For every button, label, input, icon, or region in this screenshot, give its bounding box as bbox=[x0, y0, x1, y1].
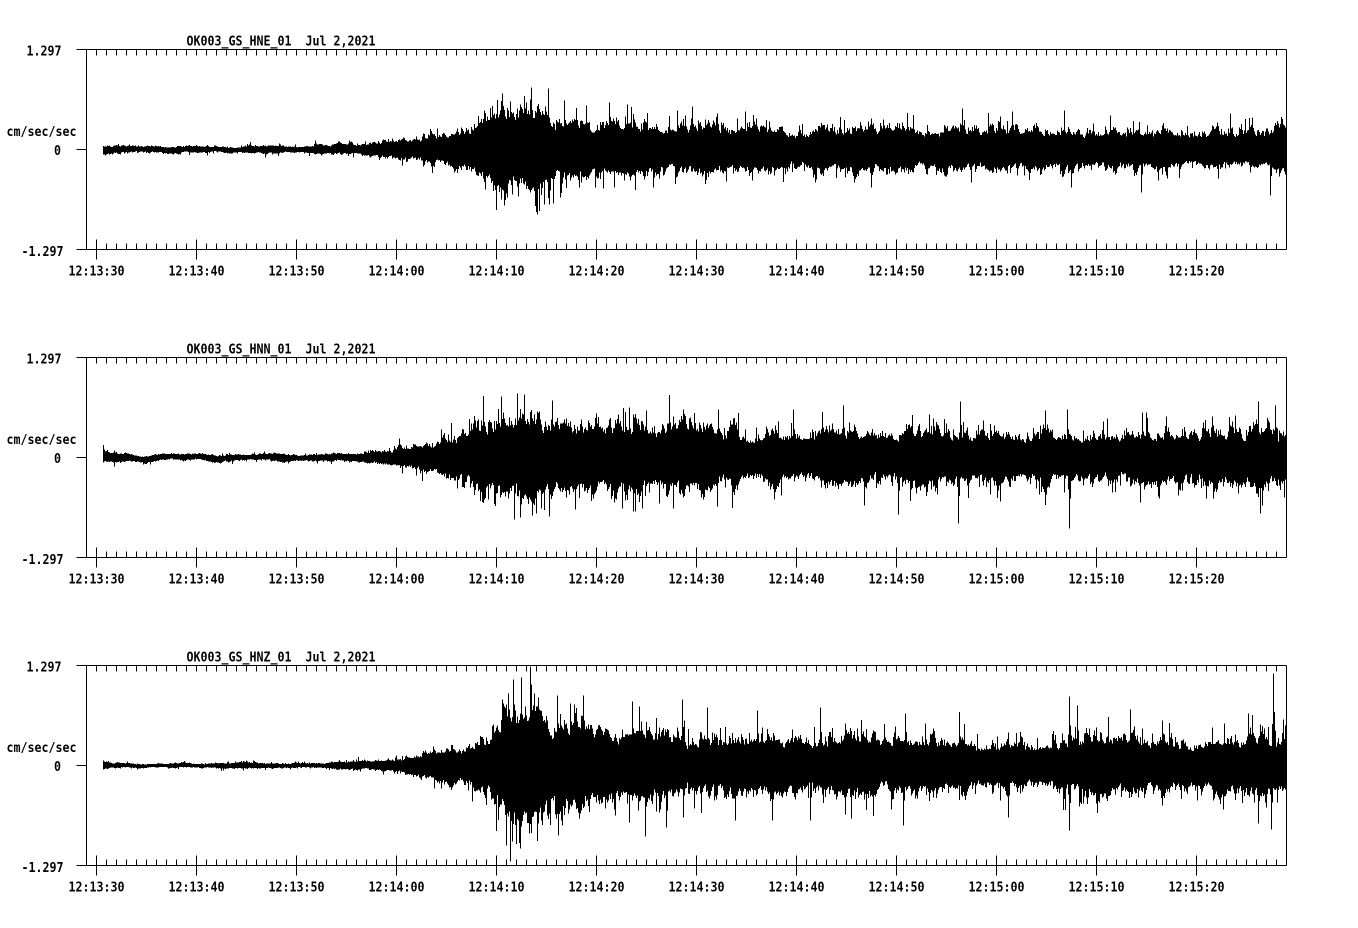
x-tick-label: 12:14:00 bbox=[369, 265, 425, 280]
x-tick-label: 12:14:10 bbox=[469, 573, 525, 588]
y-axis-units-label: cm/sec/sec bbox=[7, 125, 77, 140]
x-tick-label: 12:15:20 bbox=[1169, 573, 1225, 588]
x-tick-label: 12:15:10 bbox=[1069, 265, 1125, 280]
x-tick-label: 12:13:50 bbox=[269, 573, 325, 588]
x-tick-label: 12:14:50 bbox=[869, 573, 925, 588]
x-tick-label: 12:14:10 bbox=[469, 265, 525, 280]
x-tick-label: 12:13:30 bbox=[69, 881, 125, 896]
x-tick-label: 12:14:50 bbox=[869, 881, 925, 896]
panel-hnz: OK003_GS_HNZ_01 Jul 2,2021 1.297 cm/sec/se… bbox=[7, 651, 1287, 896]
y-tick-label-min: -1.297 bbox=[22, 245, 64, 260]
x-tick-label: 12:15:10 bbox=[1069, 881, 1125, 896]
x-tick-label: 12:13:30 bbox=[69, 265, 125, 280]
x-tick-label: 12:14:40 bbox=[769, 881, 825, 896]
y-tick-label-zero: 0 bbox=[54, 760, 61, 775]
y-tick-label-zero: 0 bbox=[54, 144, 61, 159]
x-tick-label: 12:14:00 bbox=[369, 573, 425, 588]
x-tick-label: 12:15:10 bbox=[1069, 573, 1125, 588]
axes-hnz bbox=[76, 665, 1287, 876]
y-axis-units-label: cm/sec/sec bbox=[7, 741, 77, 756]
waveform-hnn bbox=[103, 393, 1287, 529]
x-tick-label: 12:13:50 bbox=[269, 265, 325, 280]
y-tick-label-max: 1.297 bbox=[27, 45, 62, 60]
waveform-hnz bbox=[103, 666, 1287, 862]
x-tick-label: 12:14:00 bbox=[369, 881, 425, 896]
axes-hne bbox=[76, 49, 1287, 260]
x-tick-label: 12:14:30 bbox=[669, 573, 725, 588]
x-tick-label: 12:13:30 bbox=[69, 573, 125, 588]
x-tick-label: 12:15:20 bbox=[1169, 265, 1225, 280]
x-tick-label: 12:14:40 bbox=[769, 573, 825, 588]
x-tick-label: 12:14:40 bbox=[769, 265, 825, 280]
x-tick-label: 12:13:40 bbox=[169, 573, 225, 588]
y-tick-label-min: -1.297 bbox=[22, 861, 64, 876]
panel-title: OK003_GS_HNE_01 Jul 2,2021 bbox=[187, 35, 376, 50]
x-tick-label: 12:13:40 bbox=[169, 881, 225, 896]
y-tick-label-max: 1.297 bbox=[27, 661, 62, 676]
x-tick-label: 12:14:10 bbox=[469, 881, 525, 896]
x-tick-label: 12:14:20 bbox=[569, 265, 625, 280]
axes-box-and-ticks bbox=[76, 49, 1287, 260]
y-tick-label-min: -1.297 bbox=[22, 553, 64, 568]
x-tick-label: 12:14:30 bbox=[669, 265, 725, 280]
x-tick-label: 12:15:00 bbox=[969, 573, 1025, 588]
x-tick-label: 12:13:50 bbox=[269, 881, 325, 896]
y-tick-label-zero: 0 bbox=[54, 452, 61, 467]
axes-hnn bbox=[76, 357, 1287, 568]
x-tick-label: 12:14:20 bbox=[569, 881, 625, 896]
x-tick-label: 12:15:00 bbox=[969, 881, 1025, 896]
panel-title: OK003_GS_HNN_01 Jul 2,2021 bbox=[187, 343, 376, 358]
x-tick-label: 12:14:20 bbox=[569, 573, 625, 588]
panel-hne: OK003_GS_HNE_01 Jul 2,2021 1.297 cm/sec/se… bbox=[7, 35, 1287, 280]
y-tick-label-max: 1.297 bbox=[27, 353, 62, 368]
axes-box-and-ticks bbox=[76, 665, 1287, 876]
x-tick-label: 12:15:00 bbox=[969, 265, 1025, 280]
panel-title: OK003_GS_HNZ_01 Jul 2,2021 bbox=[187, 651, 376, 666]
x-tick-label: 12:14:30 bbox=[669, 881, 725, 896]
panel-hnn: OK003_GS_HNN_01 Jul 2,2021 1.297 cm/sec/se… bbox=[7, 343, 1287, 588]
x-tick-label: 12:13:40 bbox=[169, 265, 225, 280]
x-tick-label: 12:14:50 bbox=[869, 265, 925, 280]
axes-box-and-ticks bbox=[76, 357, 1287, 568]
x-tick-label: 12:15:20 bbox=[1169, 881, 1225, 896]
waveform-hne bbox=[103, 87, 1287, 215]
y-axis-units-label: cm/sec/sec bbox=[7, 433, 77, 448]
